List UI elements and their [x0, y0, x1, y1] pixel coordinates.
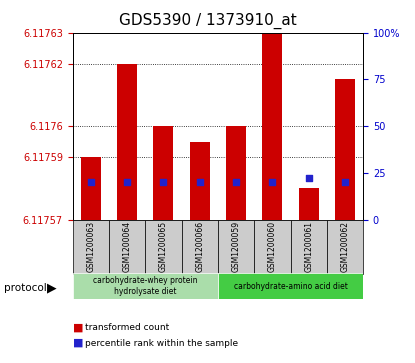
Text: protocol: protocol [4, 283, 47, 293]
Text: GSM1200063: GSM1200063 [86, 221, 95, 272]
Bar [117, 64, 137, 220]
Point [342, 179, 348, 185]
Bar [226, 126, 246, 220]
Bar [327, 220, 363, 274]
Bar [73, 220, 109, 274]
Text: GSM1200062: GSM1200062 [340, 221, 349, 272]
Text: GSM1200059: GSM1200059 [232, 221, 241, 272]
Point [305, 176, 312, 182]
Point [160, 179, 167, 185]
Bar [145, 220, 181, 274]
Bar [299, 188, 319, 220]
Text: GSM1200064: GSM1200064 [122, 221, 132, 272]
Point [196, 179, 203, 185]
Text: GSM1200061: GSM1200061 [304, 221, 313, 272]
Text: GSM1200060: GSM1200060 [268, 221, 277, 272]
Bar [181, 220, 218, 274]
Bar [218, 220, 254, 274]
Point [124, 179, 130, 185]
Bar [73, 273, 218, 299]
Text: ■: ■ [73, 322, 83, 333]
Bar [81, 157, 101, 220]
Bar [335, 79, 355, 220]
Point [88, 179, 94, 185]
Bar [262, 33, 282, 220]
Text: carbohydrate-whey protein
hydrolysate diet: carbohydrate-whey protein hydrolysate di… [93, 276, 198, 297]
Text: GSM1200065: GSM1200065 [159, 221, 168, 272]
Bar [154, 126, 173, 220]
Bar [109, 220, 145, 274]
Bar [290, 220, 327, 274]
Text: GSM1200066: GSM1200066 [195, 221, 204, 272]
Point [269, 179, 276, 185]
Text: ■: ■ [73, 338, 83, 348]
Bar [218, 273, 363, 299]
Text: transformed count: transformed count [85, 323, 169, 332]
Text: carbohydrate-amino acid diet: carbohydrate-amino acid diet [234, 282, 347, 291]
Point [233, 179, 239, 185]
Text: GDS5390 / 1373910_at: GDS5390 / 1373910_at [119, 13, 296, 29]
Text: percentile rank within the sample: percentile rank within the sample [85, 339, 238, 347]
Bar [254, 220, 290, 274]
Text: ▶: ▶ [47, 281, 57, 294]
Bar [190, 142, 210, 220]
